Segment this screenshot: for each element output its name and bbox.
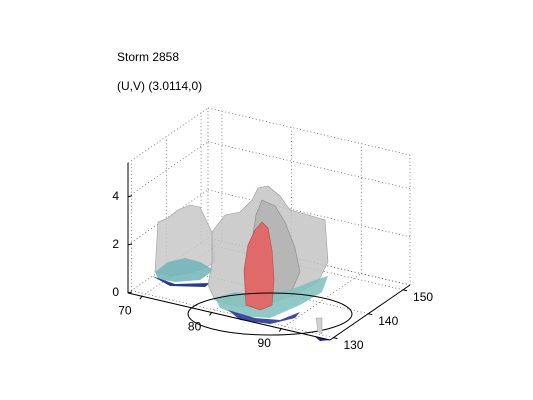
z-tick-label: 0 [112,285,119,299]
x-tick-label: 80 [188,320,202,334]
teal-base [155,258,214,282]
y-tick-label: 140 [378,314,398,328]
grid-line [281,273,362,329]
box-edge [127,107,209,164]
chart-subtitle: (U,V) (3.0114,0) [117,79,202,93]
y-tick [333,337,338,340]
y-tick [368,313,373,316]
x-tick [139,295,143,300]
x-tick-label: 90 [258,336,272,350]
x-tick [278,328,282,332]
grid-line [127,141,209,197]
isosurfaces [152,185,353,341]
axes: 70 80 90 130 140 150 0 2 4 [112,163,433,352]
z-tick [127,291,133,294]
y-tick [402,289,408,292]
blue-edge [152,276,210,287]
x-axis [127,292,331,341]
gray-surface [315,317,323,335]
contour [187,292,353,336]
x-tick [209,312,213,316]
x-tick-label: 70 [118,303,132,317]
red-plume [243,221,275,311]
y-tick-label: 130 [343,338,363,352]
z-tick-label: 2 [112,237,119,251]
chart-title: Storm 2858 [117,50,179,64]
y-tick-label: 150 [413,290,433,304]
y-axis [329,284,411,341]
z-tick [127,195,133,198]
grid-line [127,189,209,246]
z-tick [127,243,133,246]
z-tick-label: 4 [112,189,119,203]
